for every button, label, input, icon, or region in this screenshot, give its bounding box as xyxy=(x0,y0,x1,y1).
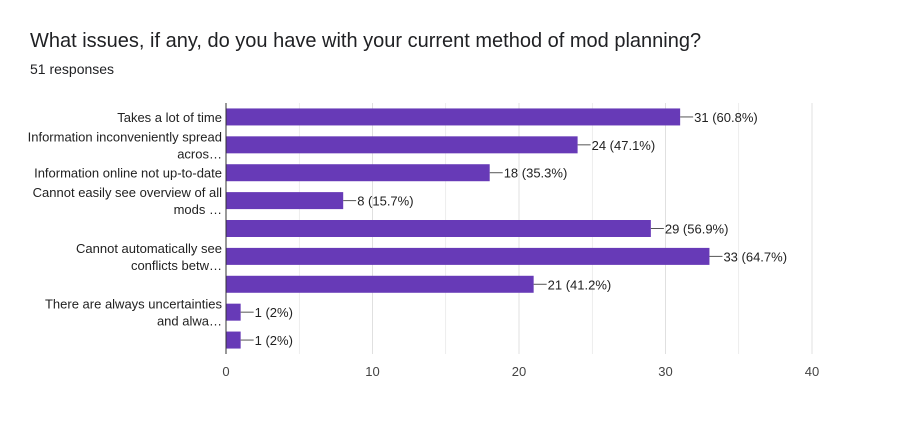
data-label: 29 (56.9%) xyxy=(665,222,729,237)
bar xyxy=(226,136,578,154)
bar xyxy=(226,247,710,265)
category-label: Takes a lot of time xyxy=(117,110,222,125)
x-tick-label: 0 xyxy=(222,364,229,379)
bar xyxy=(226,331,241,349)
category-label: and alwa… xyxy=(157,314,222,329)
category-label: There are always uncertainties xyxy=(45,297,223,312)
category-label: Cannot automatically see xyxy=(76,241,222,256)
bar xyxy=(226,108,681,126)
data-label: 31 (60.8%) xyxy=(694,110,758,125)
category-label: mods … xyxy=(174,202,222,217)
data-label: 1 (2%) xyxy=(255,305,293,320)
chart-title: What issues, if any, do you have with yo… xyxy=(30,30,702,52)
bar xyxy=(226,192,344,210)
x-tick-label: 30 xyxy=(658,364,672,379)
bar xyxy=(226,275,534,293)
bar xyxy=(226,220,651,237)
category-label: acros… xyxy=(177,146,222,161)
data-label: 8 (15.7%) xyxy=(357,194,413,209)
data-label: 21 (41.2%) xyxy=(548,277,612,292)
bar xyxy=(226,303,241,321)
data-label: 1 (2%) xyxy=(255,333,293,348)
data-label: 24 (47.1%) xyxy=(592,138,656,153)
response-count: 51 responses xyxy=(30,61,115,77)
data-label: 18 (35.3%) xyxy=(504,166,568,181)
x-tick-label: 10 xyxy=(365,364,379,379)
category-label: Information online not up-to-date xyxy=(34,166,222,181)
category-label: conflicts betw… xyxy=(131,258,222,273)
category-label: Cannot easily see overview of all xyxy=(33,185,222,200)
x-tick-label: 40 xyxy=(805,364,819,379)
bar xyxy=(226,164,490,182)
x-tick-label: 20 xyxy=(512,364,526,379)
data-label: 33 (64.7%) xyxy=(723,249,787,264)
category-label: Information inconveniently spread xyxy=(28,129,222,144)
